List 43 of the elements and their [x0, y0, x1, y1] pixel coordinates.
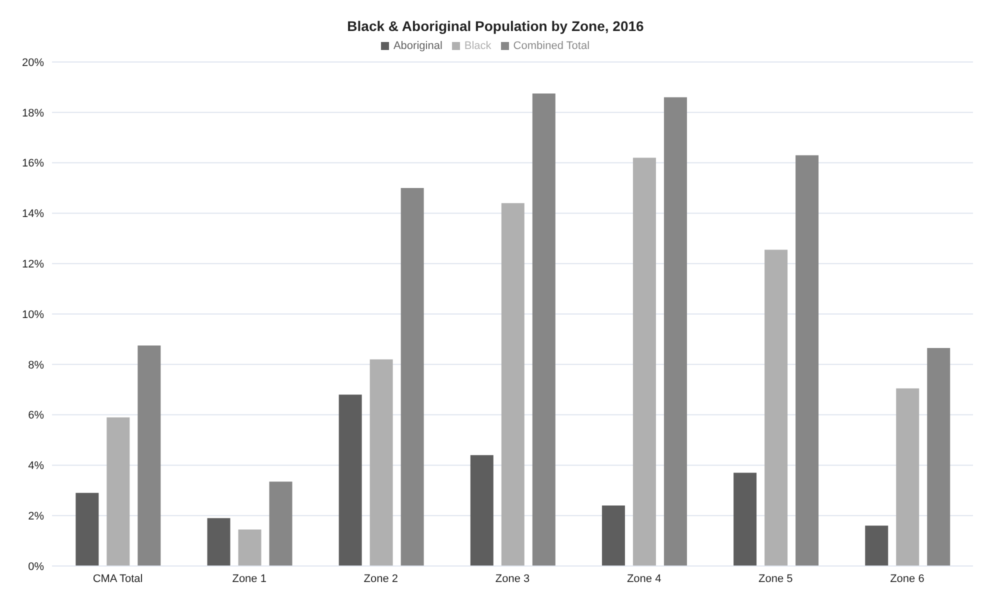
y-tick-label: 6%	[28, 410, 44, 422]
y-tick-label: 20%	[22, 56, 44, 69]
bar	[338, 394, 362, 566]
y-tick-label: 12%	[22, 258, 44, 271]
legend-label: Combined Total	[513, 40, 590, 52]
bar	[896, 388, 920, 566]
bar	[470, 455, 494, 566]
x-tick-label: Zone 4	[626, 572, 662, 585]
y-tick-label: 10%	[22, 308, 44, 321]
bar	[865, 526, 888, 566]
x-tick-label: Zone 1	[232, 572, 266, 585]
bar	[664, 97, 687, 566]
bar	[927, 348, 950, 566]
bar	[138, 346, 161, 566]
chart-title: Black & Aboriginal Population by Zone, 2016	[346, 17, 645, 34]
x-tick-label: Zone 6	[890, 572, 924, 585]
y-tick-label: 18%	[22, 107, 44, 120]
y-tick-label: 4%	[28, 460, 44, 472]
bar	[632, 158, 656, 566]
x-tick-label: CMA Total	[92, 572, 143, 585]
bar	[400, 188, 424, 566]
bar	[106, 417, 130, 566]
bar	[796, 155, 819, 566]
x-tick-label: Zone 2	[364, 572, 398, 585]
bar	[238, 529, 262, 566]
y-tick-label: 8%	[28, 359, 44, 372]
bar	[370, 359, 393, 566]
bar	[532, 94, 556, 566]
bar	[207, 518, 230, 566]
bar	[269, 482, 292, 566]
y-tick-label: 14%	[22, 208, 44, 220]
bar	[764, 250, 788, 566]
x-tick-label: Zone 5	[758, 572, 793, 585]
y-tick-label: 16%	[22, 158, 44, 170]
legend-label: Aboriginal	[393, 40, 442, 52]
bar	[602, 506, 625, 566]
bar	[734, 472, 757, 566]
x-tick-label: Zone 3	[495, 572, 530, 585]
y-tick-label: 0%	[28, 560, 44, 573]
bar	[501, 203, 524, 566]
bar	[76, 492, 99, 566]
y-tick-label: 2%	[28, 510, 44, 523]
legend-label: Black	[464, 40, 492, 52]
